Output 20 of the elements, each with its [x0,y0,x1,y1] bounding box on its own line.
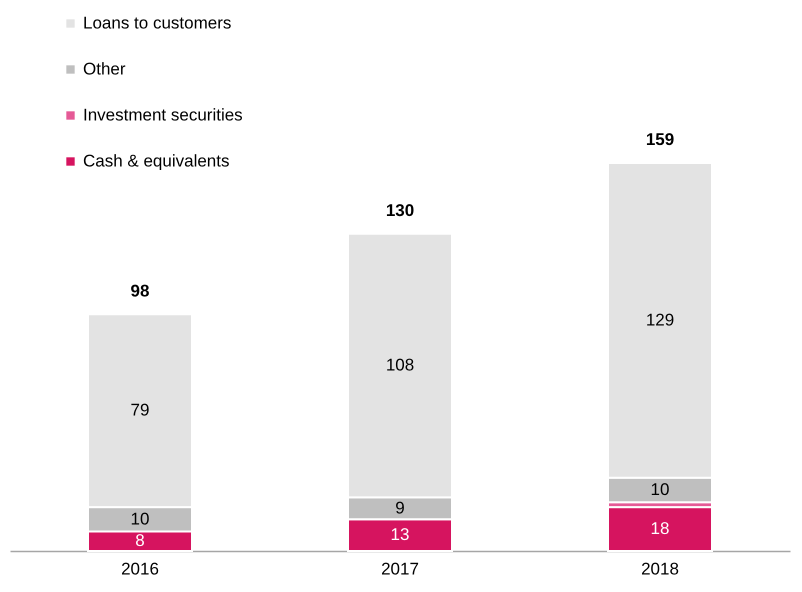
total-label: 98 [130,281,150,300]
data-label: 8 [135,531,145,550]
x-tick-label: 2016 [121,560,159,578]
x-tick-label: 2018 [641,560,679,578]
legend-label: Other [83,60,126,78]
data-label: 18 [650,519,670,538]
data-label: 79 [130,400,150,420]
total-label: 159 [646,130,674,149]
data-label: 129 [646,310,674,330]
legend-label: Loans to customers [83,14,232,32]
data-label: 10 [650,480,670,499]
data-label: 10 [130,509,150,528]
data-label: 9 [395,498,405,518]
bar [607,506,713,552]
legend-label: Investment securities [83,106,243,124]
x-tick-label: 2017 [381,560,419,578]
legend-label: Cash & equivalents [83,152,230,170]
data-label: 108 [386,356,414,375]
data-label: 13 [390,525,410,544]
total-label: 130 [386,200,414,220]
